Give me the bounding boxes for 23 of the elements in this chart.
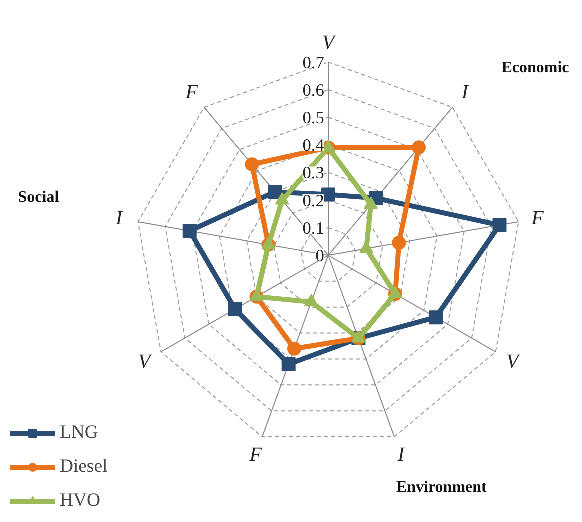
y-tick-label: 0.6 <box>302 80 325 100</box>
text: Social <box>18 189 60 206</box>
legend-label: Diesel <box>60 456 108 478</box>
y-tick-label: 0.1 <box>302 218 324 238</box>
legend-label: HVO <box>60 490 100 512</box>
spoke-label: F <box>530 208 545 230</box>
spoke-label: F <box>184 82 199 104</box>
y-tick-label: 0.3 <box>302 164 324 183</box>
spoke-label: I <box>460 82 470 104</box>
legend-label: LNG <box>60 422 98 444</box>
y-tick-label: 0.7 <box>302 53 325 72</box>
text: Environment <box>396 478 488 496</box>
text: Economic <box>502 59 570 76</box>
spoke-label: I <box>396 444 406 466</box>
y-tick-label: 0.4 <box>302 136 325 156</box>
spoke-label: V <box>506 350 522 373</box>
spoke-label: I <box>114 208 124 230</box>
y-tick-label: 0 <box>316 246 324 266</box>
y-tick-label: 0.5 <box>302 108 324 128</box>
spoke-label: V <box>322 32 338 54</box>
spoke-label: V <box>138 350 154 373</box>
spoke-label: F <box>248 444 263 466</box>
y-tick-label: 0.2 <box>302 191 324 210</box>
